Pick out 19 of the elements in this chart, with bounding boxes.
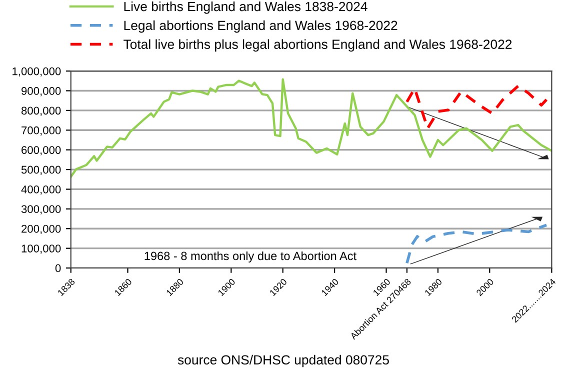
y-tick-label: 400,000 [21, 185, 61, 195]
y-tick-label: 100,000 [22, 244, 61, 254]
line-series [70, 78, 552, 178]
line-series [406, 84, 548, 130]
y-tick-label: 900,000 [22, 87, 61, 96]
annotation: 1968 - 8 months only due to Abortion Act [144, 251, 356, 262]
y-tick-label: 0 [55, 264, 61, 272]
y-tick-label: 300,000 [21, 205, 61, 214]
y-tick-label: 800,000 [21, 106, 61, 116]
y-tick-label: 200,000 [22, 224, 61, 234]
y-tick-label: 700,000 [22, 126, 61, 136]
legend-label: Legal abortions England and Wales 1968-2022 [124, 20, 398, 33]
source-note: source ONS/DHSC updated 080725 [178, 354, 389, 368]
y-tick-label: 600,000 [22, 146, 61, 156]
y-tick-label: 500,000 [21, 166, 61, 175]
legend-label: Total live births plus legal abortions England and Wales 1968-2022 [124, 39, 512, 52]
y-tick-label: 1,000,000 [12, 67, 61, 77]
legend-label: Live births England and Wales 1838-2024 [124, 2, 368, 14]
line-series [406, 224, 548, 264]
